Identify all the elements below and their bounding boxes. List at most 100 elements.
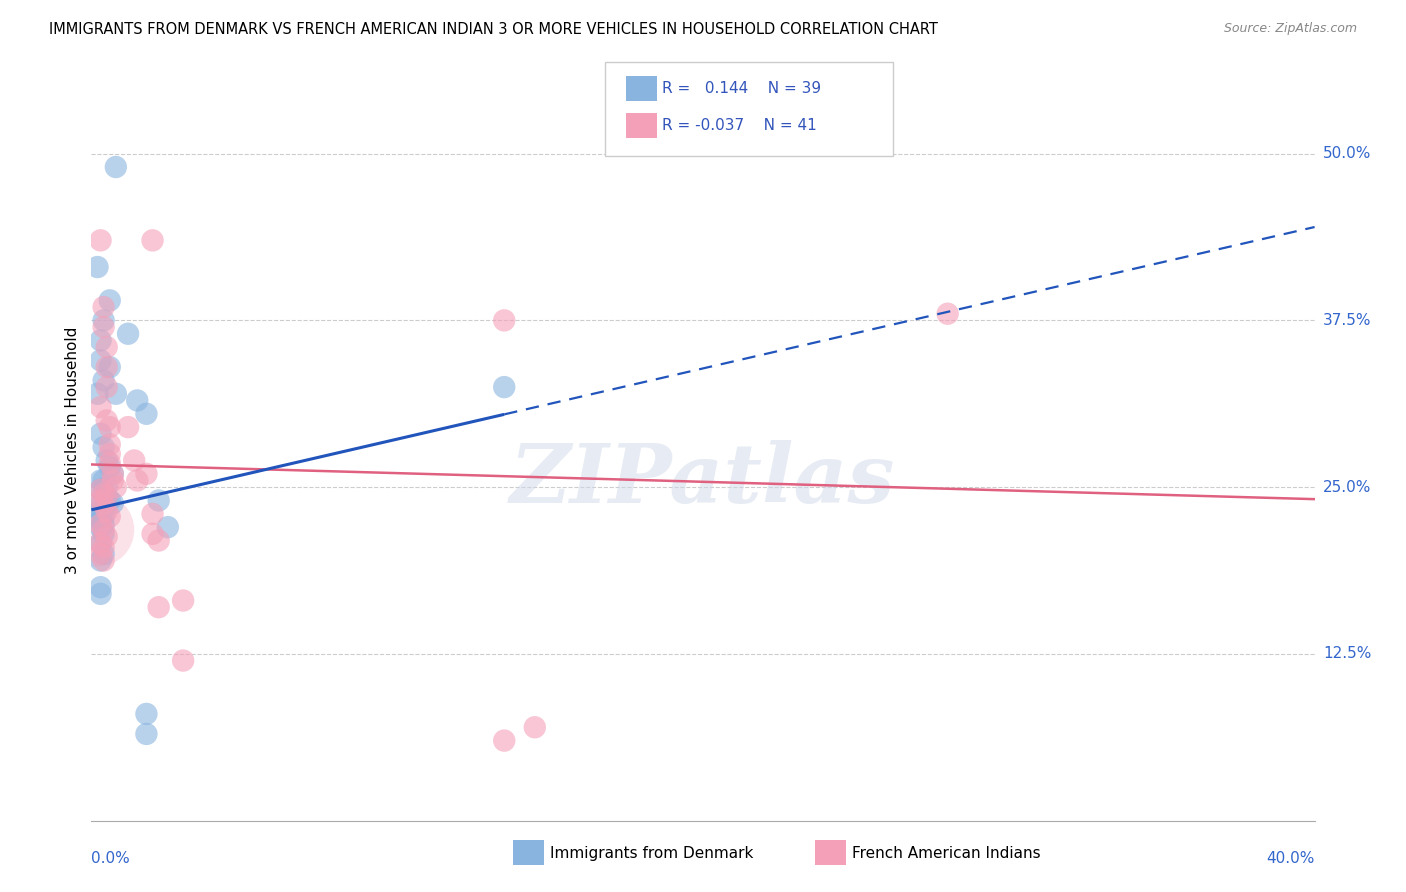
Point <box>148 493 170 508</box>
Point <box>494 313 516 327</box>
Point <box>98 420 121 434</box>
Point <box>96 480 118 494</box>
Point <box>141 233 163 247</box>
Point <box>135 727 157 741</box>
Point <box>93 487 115 501</box>
Text: ZIPatlas: ZIPatlas <box>510 440 896 520</box>
Point <box>90 580 112 594</box>
Point <box>127 474 149 488</box>
Point <box>156 520 179 534</box>
Point <box>93 547 115 561</box>
Point <box>104 386 127 401</box>
Point <box>90 547 112 561</box>
Point <box>98 456 121 470</box>
Text: 37.5%: 37.5% <box>1323 313 1371 328</box>
Point <box>90 536 112 550</box>
Text: R =   0.144    N = 39: R = 0.144 N = 39 <box>662 81 821 95</box>
Point <box>101 474 124 488</box>
Point <box>86 260 108 274</box>
Point <box>93 540 115 554</box>
Point <box>98 293 121 308</box>
Point <box>90 353 112 368</box>
Point <box>93 300 115 314</box>
Point <box>148 533 170 548</box>
Point <box>104 160 127 174</box>
Text: Source: ZipAtlas.com: Source: ZipAtlas.com <box>1223 22 1357 36</box>
Point <box>86 523 108 537</box>
Point <box>90 400 112 414</box>
Point <box>96 504 118 518</box>
Text: R = -0.037    N = 41: R = -0.037 N = 41 <box>662 119 817 133</box>
Text: 50.0%: 50.0% <box>1323 146 1371 161</box>
Point <box>93 517 115 532</box>
Point <box>93 487 115 501</box>
Point <box>523 720 546 734</box>
Point <box>90 233 112 247</box>
Point <box>494 733 516 747</box>
Point <box>93 320 115 334</box>
Text: French American Indians: French American Indians <box>852 847 1040 861</box>
Point <box>172 654 194 668</box>
Point <box>127 393 149 408</box>
Point <box>93 313 115 327</box>
Point <box>141 507 163 521</box>
Point <box>86 500 108 515</box>
Point <box>98 460 121 475</box>
Point <box>90 553 112 567</box>
Point <box>117 420 139 434</box>
Point <box>936 307 959 321</box>
Point <box>98 493 121 508</box>
Point <box>96 490 118 504</box>
Text: Immigrants from Denmark: Immigrants from Denmark <box>550 847 754 861</box>
Point <box>90 483 112 497</box>
Point <box>96 413 118 427</box>
Point <box>96 360 118 375</box>
Point <box>90 334 112 348</box>
Point <box>93 509 115 524</box>
Text: 25.0%: 25.0% <box>1323 480 1371 495</box>
Point <box>93 523 115 537</box>
Point <box>93 498 115 512</box>
Point <box>98 447 121 461</box>
Point <box>90 504 112 518</box>
Point <box>101 467 124 481</box>
Point <box>90 483 112 497</box>
Text: IMMIGRANTS FROM DENMARK VS FRENCH AMERICAN INDIAN 3 OR MORE VEHICLES IN HOUSEHOL: IMMIGRANTS FROM DENMARK VS FRENCH AMERIC… <box>49 22 938 37</box>
Text: 0.0%: 0.0% <box>91 851 131 866</box>
Point <box>90 474 112 488</box>
Point <box>135 706 157 721</box>
Point <box>93 373 115 387</box>
Point <box>93 526 115 541</box>
Point <box>86 386 108 401</box>
Point <box>494 380 516 394</box>
Point <box>98 360 121 375</box>
Point <box>172 593 194 607</box>
Point <box>96 529 118 543</box>
Point <box>90 520 112 534</box>
Point <box>135 467 157 481</box>
Point <box>90 517 112 532</box>
Point <box>135 407 157 421</box>
Point <box>90 587 112 601</box>
Text: 12.5%: 12.5% <box>1323 647 1371 661</box>
Text: 40.0%: 40.0% <box>1267 851 1315 866</box>
Point <box>96 340 118 354</box>
Y-axis label: 3 or more Vehicles in Household: 3 or more Vehicles in Household <box>65 326 80 574</box>
Point <box>122 453 145 467</box>
Point <box>93 553 115 567</box>
Point <box>117 326 139 341</box>
Point <box>141 526 163 541</box>
Point <box>93 474 115 488</box>
Point <box>98 509 121 524</box>
Point <box>96 490 118 504</box>
Point <box>98 437 121 451</box>
Point <box>101 467 124 481</box>
Point <box>101 496 124 510</box>
Point <box>93 440 115 454</box>
Point <box>90 426 112 441</box>
Point <box>96 453 118 467</box>
Point <box>90 493 112 508</box>
Point <box>90 514 112 528</box>
Point <box>96 380 118 394</box>
Point <box>90 536 112 550</box>
